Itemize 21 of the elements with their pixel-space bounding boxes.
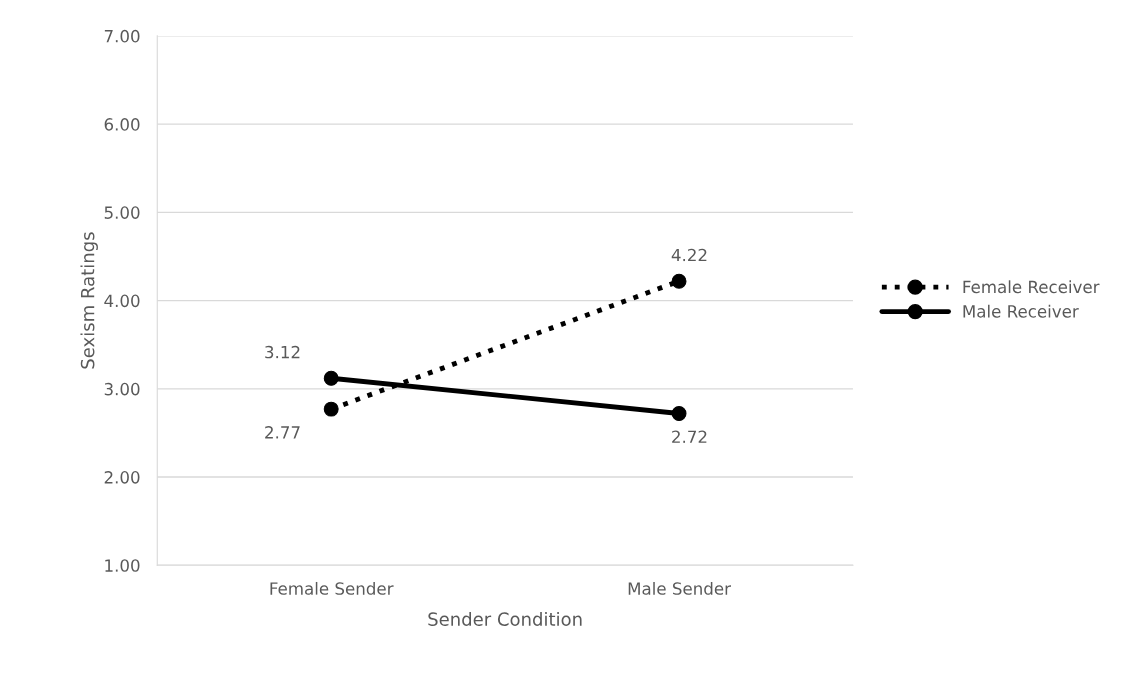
data-label: 3.12 xyxy=(265,345,300,359)
point xyxy=(323,370,339,386)
data-label: 2.77 xyxy=(265,426,300,439)
legend-label: Female Receiver xyxy=(963,280,1100,294)
data-label: 4.22 xyxy=(671,248,707,262)
x-axis-title: Sender Condition xyxy=(428,611,582,626)
x-tick-label: Female Sender xyxy=(270,581,394,595)
point xyxy=(671,273,687,289)
y-axis-title: Sexism Ratings xyxy=(80,232,98,369)
legend-label: Male Receiver xyxy=(963,304,1079,318)
y-tick-label: 3.00 xyxy=(104,382,140,396)
y-tick-label: 1.00 xyxy=(105,559,140,572)
y-tick-label: 6.00 xyxy=(104,118,140,131)
y-tick-label: 7.00 xyxy=(104,29,140,43)
y-tick-label: 4.00 xyxy=(104,294,140,308)
x-tick-label: Male Sender xyxy=(628,581,731,595)
point xyxy=(671,406,687,421)
y-tick-label: 5.00 xyxy=(104,206,140,219)
point xyxy=(323,401,339,417)
data-label: 2.72 xyxy=(672,430,707,443)
y-tick-label: 2.00 xyxy=(104,471,140,484)
